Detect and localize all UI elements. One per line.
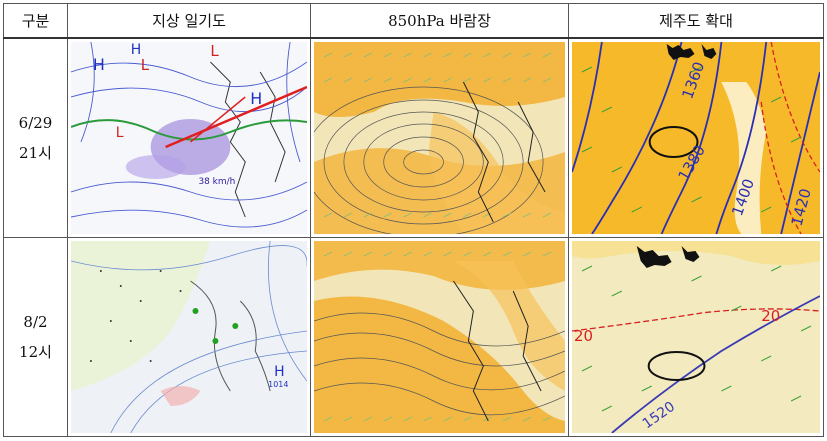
jeju-island-outline	[648, 126, 699, 158]
header-row: 구분 지상 일기도 850hPa 바람장 제주도 확대	[3, 3, 824, 39]
header-jeju-zoom: 제주도 확대	[568, 3, 824, 39]
header-surface-chart: 지상 일기도	[67, 3, 311, 39]
jeju-island-outline	[647, 351, 706, 381]
pressure-value: 1014	[268, 380, 288, 389]
high-pressure-label: H	[274, 364, 284, 380]
jeju-zoom-image: 20 20 1520	[572, 241, 820, 433]
jeju-zoom-image: 1360 1380 1400 1420	[572, 42, 820, 234]
header-category: 구분	[3, 3, 68, 39]
contour-label: 20	[574, 327, 593, 345]
surface-map-image: H H L L H L 38 km/h	[71, 42, 307, 234]
low-pressure-label: L	[210, 42, 219, 60]
wind-map-image	[314, 42, 565, 234]
wind-850hpa-map	[310, 237, 569, 437]
surface-weather-map: H 1014	[67, 237, 311, 437]
jeju-zoom-map: 1360 1380 1400 1420	[568, 37, 824, 238]
header-850hpa-wind: 850hPa 바람장	[310, 3, 569, 39]
surface-map-image: H 1014	[71, 241, 307, 433]
jeju-zoom-map: 20 20 1520	[568, 237, 824, 437]
surface-weather-map: H H L L H L 38 km/h	[67, 37, 311, 238]
row-label: 8/2 12시	[3, 237, 68, 437]
row-label: 6/29 21시	[3, 37, 68, 238]
wind-map-image	[314, 241, 565, 433]
table-row: 6/29 21시	[3, 37, 824, 238]
row-date: 6/29	[18, 114, 53, 132]
row-time: 12시	[19, 343, 52, 361]
speed-label: 38 km/h	[198, 177, 235, 187]
low-pressure-label: L	[141, 56, 150, 74]
row-time: 21시	[19, 144, 52, 162]
table-row: 8/2 12시	[3, 237, 824, 437]
wind-850hpa-map	[310, 37, 569, 238]
row-date: 8/2	[23, 313, 48, 331]
high-pressure-label: H	[93, 55, 105, 74]
low-pressure-label: L	[116, 125, 124, 141]
comparison-table: 구분 지상 일기도 850hPa 바람장 제주도 확대 6/29 21시	[3, 3, 824, 437]
contour-label: 20	[761, 307, 780, 325]
high-pressure-label: H	[250, 89, 262, 108]
high-pressure-label: H	[131, 42, 141, 58]
